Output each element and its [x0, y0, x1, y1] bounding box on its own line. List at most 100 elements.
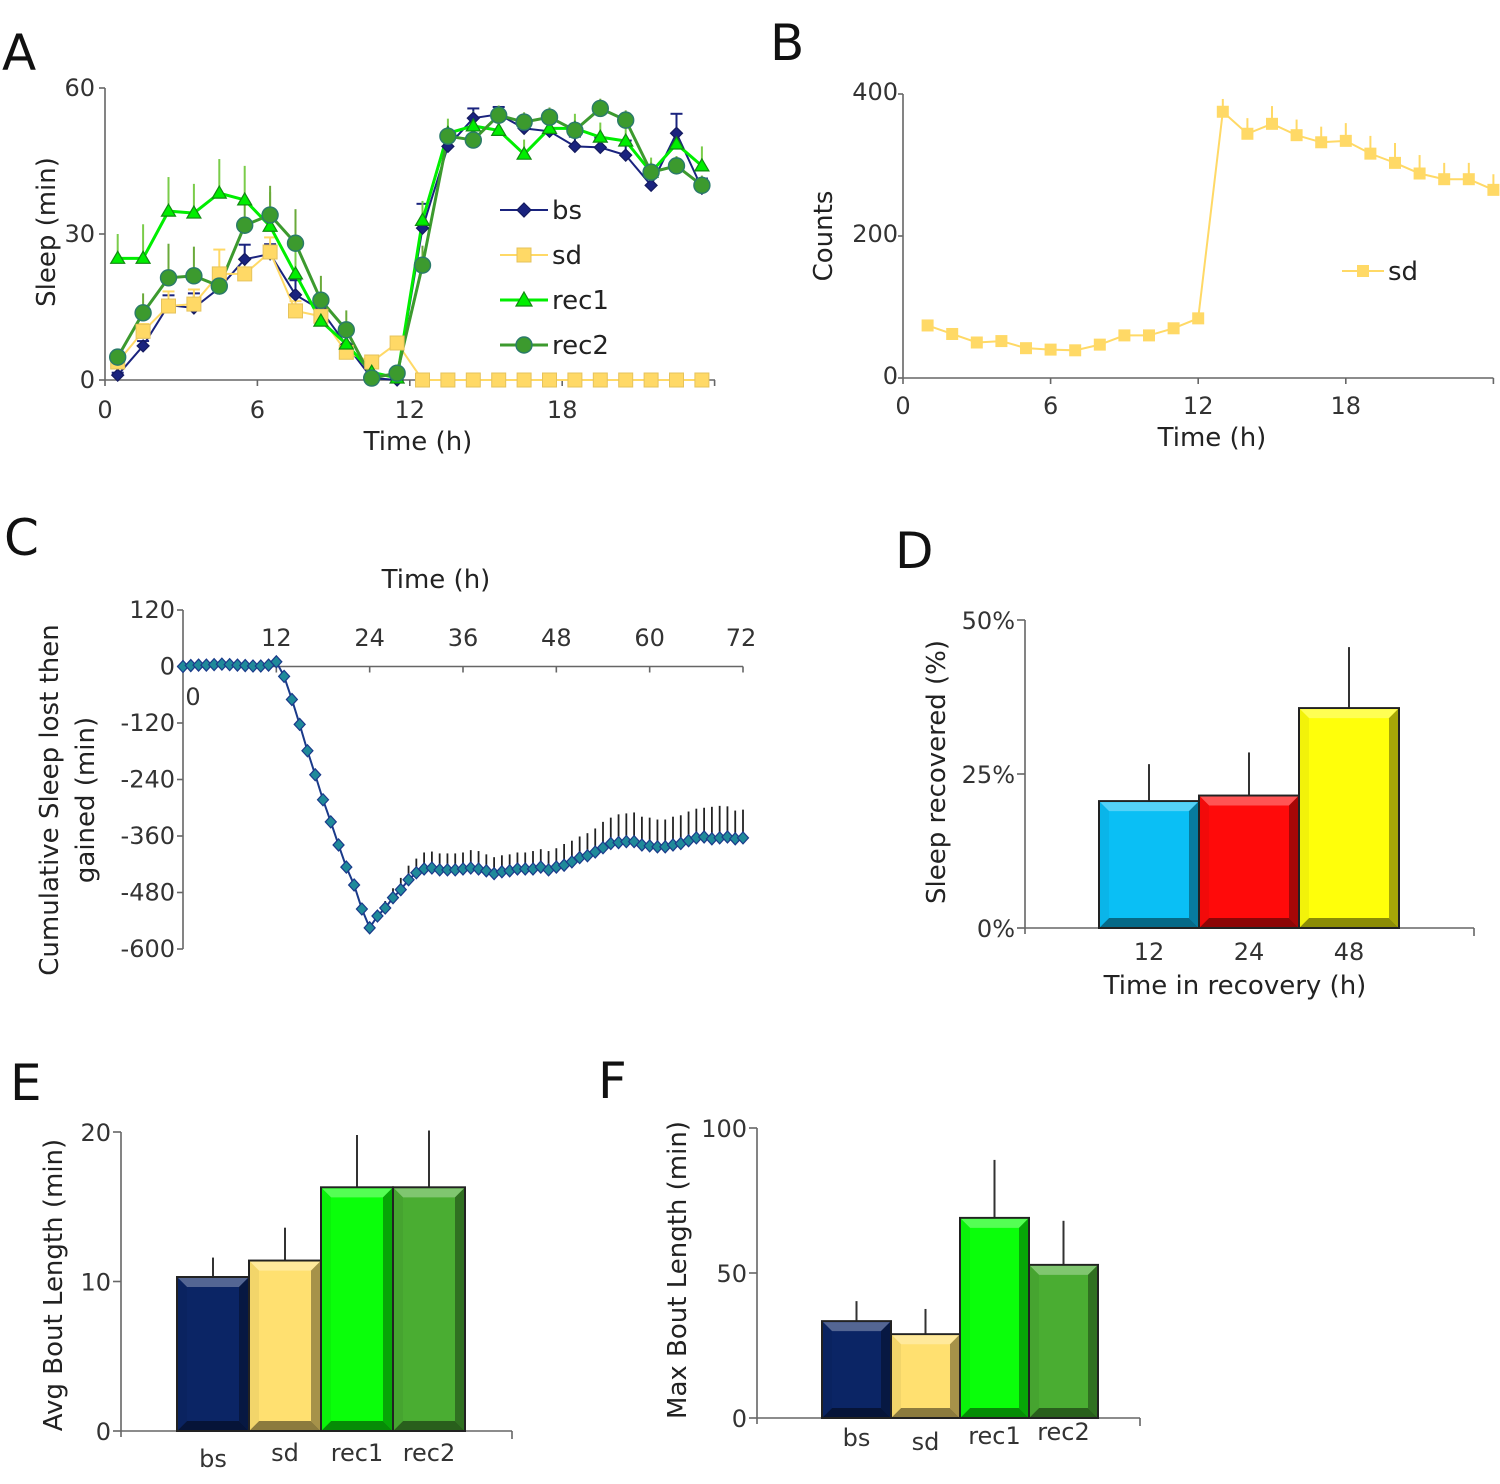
- bar-bevel-right: [1189, 802, 1198, 927]
- data-point-sd: [946, 327, 959, 340]
- panel-label-e: E: [10, 1054, 42, 1112]
- data-point-sd: [186, 296, 202, 312]
- data-point-rec1: [135, 250, 152, 264]
- data-point-sd: [1143, 329, 1155, 342]
- bar-48: [1298, 707, 1400, 930]
- bar-bevel-bottom: [1200, 918, 1298, 927]
- data-point-rec2: [134, 304, 152, 322]
- data-point-rec2: [210, 277, 229, 295]
- legend-label-sd: sd: [1388, 257, 1418, 287]
- bar-bevel-top: [394, 1188, 464, 1198]
- panel-f-chart: 0 50 100 bs sd rec1 rec2 Max Bout Length (min): [663, 1115, 1141, 1456]
- data-point-cumulative: [277, 669, 291, 684]
- data-point-bs: [136, 339, 150, 353]
- y-tick-label: 200: [852, 220, 898, 248]
- data-point-rec1: [338, 335, 355, 350]
- data-point-cumulative: [378, 901, 392, 915]
- y-tick-label: 0: [883, 362, 898, 390]
- x-tick-label: 18: [1331, 392, 1362, 420]
- data-point-cumulative: [332, 838, 345, 852]
- data-point-rec2: [515, 113, 533, 131]
- data-point-rec2: [261, 206, 279, 224]
- data-point-sd: [465, 372, 481, 388]
- x-axis-title: Time (h): [1157, 423, 1267, 453]
- data-point-cumulative: [386, 890, 400, 905]
- data-point-sd: [669, 372, 684, 388]
- data-point-rec1: [490, 122, 507, 136]
- bar-rec1: [320, 1186, 394, 1432]
- data-point-sd: [161, 298, 176, 314]
- data-point-rec2: [388, 364, 406, 382]
- bar-bevel-top: [1030, 1265, 1097, 1275]
- data-point-rec2: [693, 176, 711, 195]
- data-point-sd: [262, 244, 278, 260]
- bar-bevel-left: [892, 1335, 901, 1417]
- bar-bevel-right: [1289, 796, 1298, 927]
- panel-c-chart: 120 0 -120 -240 -360 -480 -600 0 12 24 36 48 60 72 Tim…: [35, 565, 756, 976]
- y-tick-label: -600: [121, 935, 175, 963]
- data-point-sd: [1069, 344, 1082, 357]
- x-tick-label: 12: [261, 624, 292, 652]
- y-axis-title: Max Bout Length (min): [663, 1121, 693, 1419]
- series-line-sd: [927, 109, 1494, 352]
- data-point-bs: [644, 178, 658, 193]
- bar-bevel-left: [1200, 796, 1209, 927]
- data-point-sd: [516, 372, 532, 388]
- bar-bevel-top: [250, 1261, 320, 1271]
- legend-marker-rec1: [514, 290, 534, 307]
- bar-bs: [821, 1320, 892, 1420]
- data-point-cumulative: [355, 902, 369, 916]
- bar-bevel-top: [1200, 796, 1298, 806]
- series-line-rec1: [117, 124, 703, 380]
- y-axis-title: Sleep recovered (%): [922, 640, 952, 904]
- y-tick-label: 120: [129, 596, 175, 624]
- bar-bevel-bottom: [1300, 918, 1398, 927]
- data-point-rec2: [108, 348, 127, 366]
- y-axis-title: Sleep (min): [32, 157, 62, 307]
- data-point-sd: [1364, 147, 1377, 160]
- data-point-rec2: [286, 234, 305, 252]
- y-tick-label: 0: [96, 1418, 111, 1446]
- series-line-rec2: [116, 106, 703, 380]
- data-point-bs: [618, 148, 633, 163]
- y-tick-label: 20: [80, 1119, 111, 1147]
- data-point-rec1: [185, 204, 202, 219]
- data-point-cumulative: [402, 872, 415, 887]
- data-point-sd: [1241, 127, 1254, 140]
- data-point-cumulative: [301, 743, 314, 758]
- data-point-sd: [921, 319, 934, 332]
- data-point-bs: [237, 252, 252, 267]
- data-point-sd: [1315, 136, 1328, 149]
- data-point-cumulative: [736, 830, 750, 845]
- data-point-sd: [1192, 312, 1205, 325]
- data-point-rec2: [439, 127, 457, 145]
- bar-bevel-right: [950, 1335, 959, 1417]
- legend-label-sd: sd: [552, 241, 582, 271]
- data-point-rec2: [464, 131, 482, 149]
- y-tick-label: 0: [160, 653, 175, 681]
- data-point-rec1: [312, 312, 329, 327]
- data-point-rec2: [642, 163, 660, 181]
- bar-rec1: [959, 1216, 1030, 1420]
- panel-e-chart: 0 10 20 bs sd rec1 rec2 Avg Bout Length (min): [39, 1119, 513, 1473]
- panel-label-b: B: [770, 14, 804, 72]
- data-point-sd: [1413, 167, 1426, 180]
- data-point-cumulative: [293, 717, 306, 732]
- data-point-rec1: [617, 132, 634, 147]
- bar-bevel-top: [322, 1188, 392, 1198]
- data-point-rec1: [414, 212, 431, 226]
- x-tick-label: rec2: [403, 1439, 456, 1467]
- data-point-rec1: [541, 120, 558, 134]
- bar-12: [1098, 800, 1200, 929]
- data-point-sd: [995, 335, 1008, 348]
- data-point-rec2: [566, 121, 584, 140]
- bar-bevel-bottom: [1030, 1408, 1097, 1417]
- data-point-sd: [1462, 173, 1475, 186]
- data-point-cumulative: [231, 658, 244, 672]
- legend-marker-rec2: [515, 336, 533, 354]
- data-point-sd: [237, 266, 253, 282]
- x-tick-label: 72: [726, 624, 757, 652]
- data-point-sd: [415, 372, 430, 388]
- data-point-rec1: [236, 191, 253, 206]
- bar-bevel-left: [322, 1188, 331, 1430]
